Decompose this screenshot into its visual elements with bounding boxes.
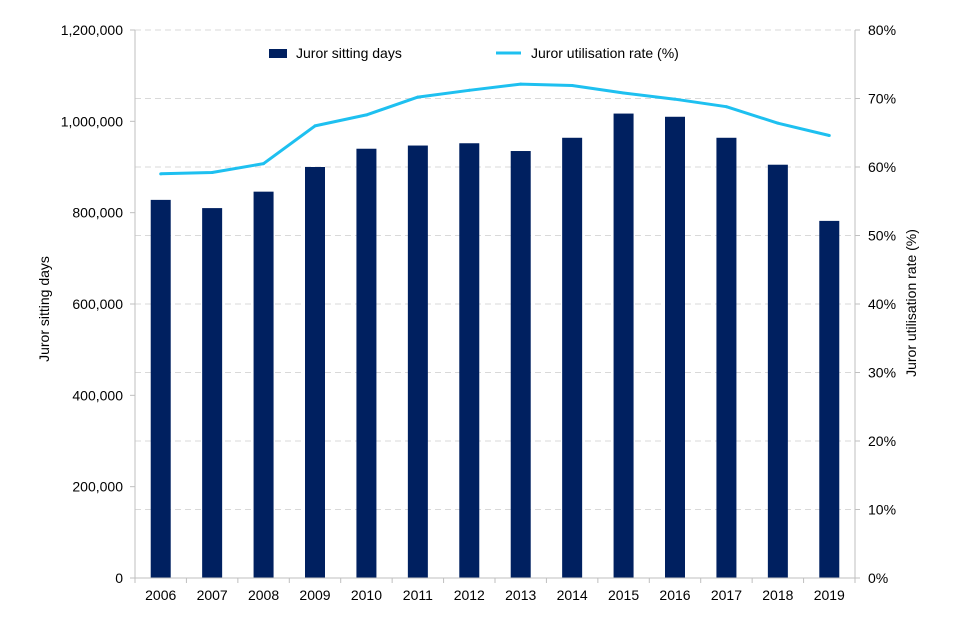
left-tick-label: 1,200,000 (61, 22, 123, 38)
left-tick-label: 600,000 (72, 296, 123, 312)
legend: Juror sitting days Juror utilisation rat… (269, 45, 679, 61)
bar-2014 (562, 138, 582, 578)
right-tick-label: 10% (868, 502, 896, 518)
left-axis-ticks: 0 200,000 400,000 600,000 800,000 1,000,000 1,… (61, 22, 135, 586)
x-tick-label: 2006 (145, 587, 176, 603)
x-tick-label: 2016 (659, 587, 690, 603)
line-point-2009 (314, 124, 317, 127)
left-tick-label: 200,000 (72, 479, 123, 495)
left-tick-label: 1,000,000 (61, 113, 123, 129)
line-point-2016 (674, 98, 677, 101)
right-axis-ticks: 0% 10% 20% 30% 40% 50% 60% 70% 80% (855, 22, 896, 586)
bar-2009 (305, 167, 325, 578)
gridlines (135, 30, 855, 510)
right-tick-label: 70% (868, 91, 896, 107)
right-axis-title: Juror utilisation rate (%) (903, 229, 919, 377)
line-point-2014 (571, 84, 574, 87)
bar-series (151, 114, 840, 578)
bar-2017 (716, 138, 736, 578)
line-point-2013 (519, 83, 522, 86)
bar-2006 (151, 200, 171, 578)
x-tick-label: 2009 (299, 587, 330, 603)
x-axis-ticks: 2006 2007 2008 2009 2010 2011 2012 2013 2014 2015… (135, 578, 855, 603)
right-tick-label: 80% (868, 22, 896, 38)
left-tick-label: 400,000 (72, 387, 123, 403)
x-tick-label: 2008 (248, 587, 279, 603)
chart: 0 200,000 400,000 600,000 800,000 1,000,000 1,… (0, 0, 960, 640)
right-tick-label: 60% (868, 159, 896, 175)
line-point-2018 (776, 122, 779, 125)
line-point-2006 (159, 172, 162, 175)
x-tick-label: 2012 (454, 587, 485, 603)
legend-label-sitting-days: Juror sitting days (296, 45, 402, 61)
right-tick-label: 30% (868, 365, 896, 381)
x-tick-label: 2015 (608, 587, 639, 603)
bar-2011 (408, 146, 428, 578)
x-tick-label: 2013 (505, 587, 536, 603)
legend-swatch-sitting-days (269, 49, 287, 58)
right-tick-label: 0% (868, 570, 888, 586)
bar-2012 (459, 143, 479, 578)
right-tick-label: 50% (868, 228, 896, 244)
bar-2007 (202, 208, 222, 578)
x-tick-label: 2007 (197, 587, 228, 603)
bar-2010 (356, 149, 376, 578)
left-tick-label: 800,000 (72, 205, 123, 221)
bar-2018 (768, 165, 788, 578)
right-tick-label: 20% (868, 433, 896, 449)
line-point-2012 (468, 89, 471, 92)
line-point-2010 (365, 113, 368, 116)
legend-label-utilisation-rate: Juror utilisation rate (%) (531, 45, 679, 61)
x-tick-label: 2011 (403, 587, 433, 603)
bar-2016 (665, 117, 685, 578)
x-tick-label: 2019 (814, 587, 845, 603)
left-tick-label: 0 (115, 570, 123, 586)
line-point-2007 (211, 171, 214, 174)
x-tick-label: 2014 (557, 587, 588, 603)
x-tick-label: 2017 (711, 587, 742, 603)
line-point-2011 (416, 96, 419, 99)
right-tick-label: 40% (868, 296, 896, 312)
bar-2019 (819, 221, 839, 578)
line-point-2017 (725, 105, 728, 108)
line-point-2008 (262, 162, 265, 165)
line-point-2015 (622, 92, 625, 95)
bar-2015 (614, 114, 634, 578)
x-tick-label: 2018 (762, 587, 793, 603)
left-axis-title: Juror sitting days (36, 256, 52, 362)
bar-2013 (511, 151, 531, 578)
bar-2008 (254, 192, 274, 578)
x-tick-label: 2010 (351, 587, 382, 603)
line-point-2019 (828, 134, 831, 137)
